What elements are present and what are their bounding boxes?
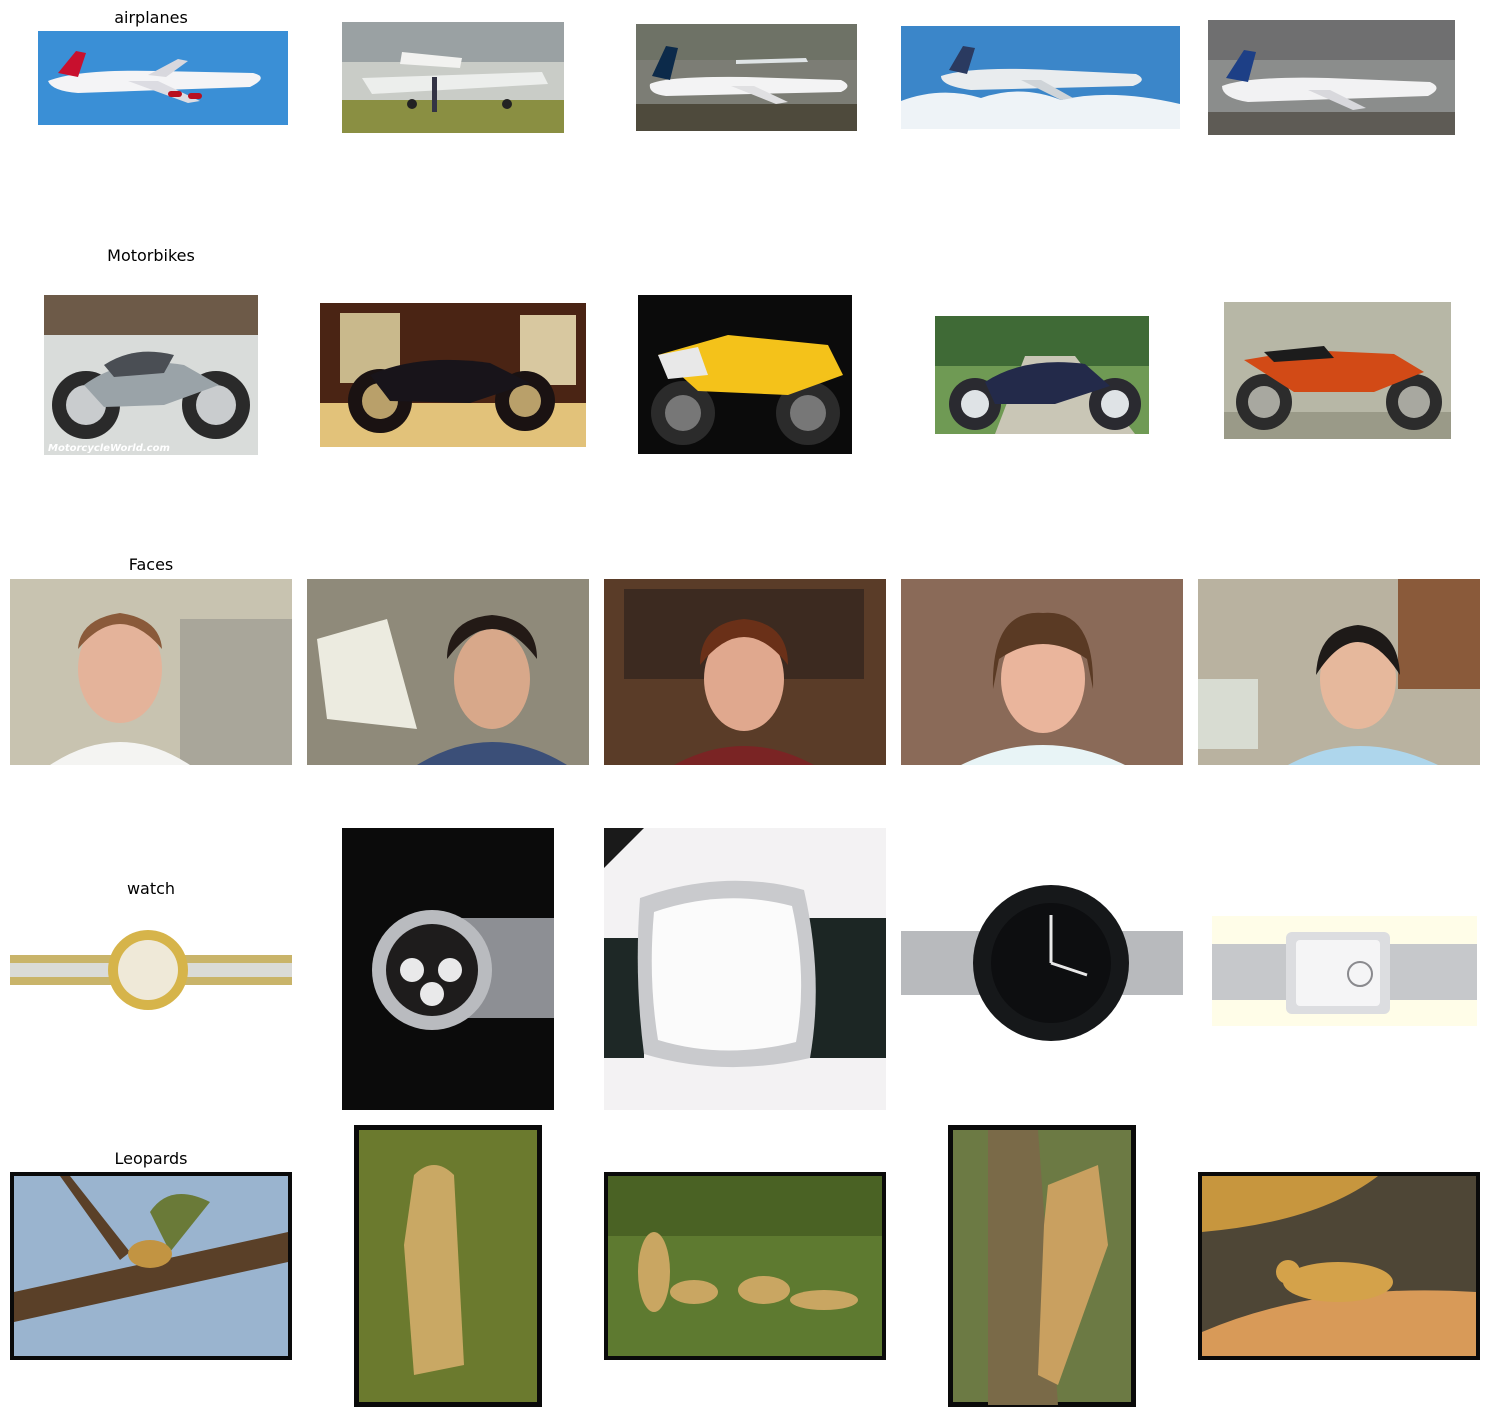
watch-image-4 bbox=[901, 875, 1183, 1051]
face-image-2 bbox=[307, 579, 589, 765]
motorbike-image-1: MotorcycleWorld.com bbox=[44, 295, 258, 455]
row-label-motorbikes: Motorbikes bbox=[107, 246, 195, 265]
airplane-image-5 bbox=[1208, 20, 1455, 135]
airplane-image-4 bbox=[901, 26, 1180, 129]
row-label-airplanes: airplanes bbox=[114, 8, 188, 27]
row-label-leopards: Leopards bbox=[114, 1149, 188, 1168]
leopard-image-2 bbox=[354, 1125, 542, 1407]
face-image-3 bbox=[604, 579, 886, 765]
leopard-image-4 bbox=[948, 1125, 1136, 1407]
airplane-image-3 bbox=[636, 24, 857, 131]
airplane-image-1 bbox=[38, 31, 288, 125]
watch-image-1 bbox=[10, 905, 292, 1035]
face-image-5 bbox=[1198, 579, 1480, 765]
leopard-image-5 bbox=[1198, 1172, 1480, 1360]
face-image-4 bbox=[901, 579, 1183, 765]
airplane-image-2 bbox=[342, 22, 564, 133]
watermark-text: MotorcycleWorld.com bbox=[48, 443, 170, 454]
watch-image-5 bbox=[1212, 916, 1477, 1026]
leopard-image-1 bbox=[10, 1172, 292, 1360]
leopard-image-3 bbox=[604, 1172, 886, 1360]
row-label-watch: watch bbox=[126, 879, 176, 898]
row-label-faces: Faces bbox=[128, 555, 174, 574]
motorbike-image-5 bbox=[1224, 302, 1451, 439]
motorbike-image-4 bbox=[935, 316, 1149, 434]
face-image-1 bbox=[10, 579, 292, 765]
motorbike-image-3 bbox=[638, 295, 852, 454]
watch-image-3 bbox=[604, 828, 886, 1110]
motorbike-image-2 bbox=[320, 303, 586, 447]
watch-image-2 bbox=[342, 828, 554, 1110]
